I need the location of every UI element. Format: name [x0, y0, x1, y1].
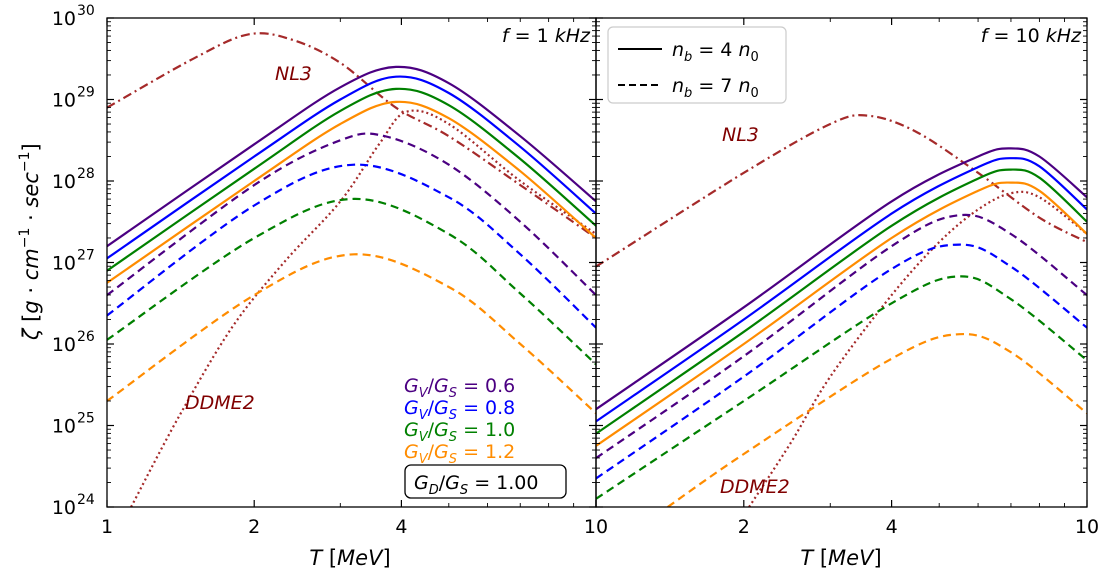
series-g-v-g-s-0-6-n-b-7-n-0-p1 — [596, 213, 1087, 460]
nl3-label-10khz: NL3 — [722, 124, 759, 146]
y-tick-label: 1026 — [52, 329, 95, 356]
legend-entry-dashed: nb = 7 n0 — [672, 75, 759, 101]
y-axis-label: ζ [g · cm−1 · sec−1] — [10, 143, 43, 341]
series-g-v-g-s-1-2-n-b-7-n-0-p1 — [667, 333, 1087, 507]
y-label-cm: cm — [19, 248, 43, 280]
series-g-v-g-s-1-0-n-b-4-n-0-p1 — [596, 168, 1087, 435]
gv-g1: G — [404, 375, 419, 397]
nl3-label-1khz: NL3 — [275, 63, 312, 85]
y-label-exp2: −1 — [17, 151, 33, 172]
gv-value: = 0.8 — [457, 397, 515, 419]
legend: nb = 4 n0 nb = 7 n0 — [607, 26, 787, 104]
panel-10khz-title-f: f — [981, 25, 991, 47]
panel-1khz-title-f: f — [502, 25, 512, 47]
panel-1khz-series — [107, 32, 596, 507]
series-g-v-g-s-1-2-n-b-7-n-0-p0 — [107, 253, 596, 415]
x-axis-label-right: T [MeV] — [800, 546, 881, 570]
ddme2-label-10khz: DDME2 — [720, 476, 790, 498]
series-g-v-g-s-1-0-n-b-7-n-0-p1 — [596, 275, 1087, 500]
panel-10khz-title-eq: = 10 — [994, 25, 1040, 47]
ddme2-label-1khz: DDME2 — [185, 392, 255, 414]
y-label-dot: · — [19, 287, 43, 294]
x-tick-label: 2 — [738, 516, 750, 538]
gv-label-1.0: GV/GS = 1.0 — [404, 419, 515, 445]
y-label-open: [ — [19, 314, 43, 322]
panel-1khz-title-unit: kHz — [555, 25, 591, 47]
panel-10khz: f = 10 kHz NL3 DDME2 nb = 4 n0 nb = 7 n0 — [595, 17, 1088, 508]
gv-value: = 1.2 — [457, 441, 515, 463]
x-axis-label-left: T [MeV] — [309, 546, 390, 570]
panel-10khz-series — [596, 114, 1087, 507]
series-ddme2-p1 — [748, 190, 1087, 507]
panel-1khz: f = 1 kHz NL3 DDME2 GV/GS = 0.6 GV/GS = … — [106, 17, 597, 508]
series-g-v-g-s-0-6-n-b-4-n-0-p1 — [596, 147, 1087, 411]
panel-10khz-title-unit: kHz — [1046, 25, 1082, 47]
x-tick-label: 4 — [886, 516, 898, 538]
y-tick-label: 1028 — [52, 166, 95, 193]
y-tick-label: 1024 — [52, 492, 95, 519]
series-nl3-p1 — [596, 114, 1087, 268]
y-label-g: g — [19, 300, 43, 313]
y-tick-label: 1029 — [52, 85, 95, 112]
gv-sub-s: S — [449, 386, 457, 401]
gv-labels: GV/GS = 0.6 GV/GS = 0.8 GV/GS = 1.0 GV/G… — [404, 375, 515, 467]
gd-gs-box: GD/GS = 1.00 — [404, 464, 567, 499]
gd-gs-value: 1.00 — [496, 472, 538, 494]
gd-gs-label: GD/GS = 1.00 — [414, 472, 538, 498]
panel-1khz-frame — [106, 17, 597, 508]
y-tick-label: 1025 — [52, 411, 95, 438]
gv-value: = 0.6 — [457, 375, 515, 397]
y-tick-labels: 1024 1025 1026 1027 1028 1029 1030 — [52, 3, 95, 519]
series-g-v-g-s-0-8-n-b-4-n-0-p1 — [596, 157, 1087, 423]
series-g-v-g-s-0-6-n-b-7-n-0-p0 — [107, 132, 596, 296]
gv-label-0.6: GV/GS = 0.6 — [404, 375, 515, 401]
x-tick-label: 10 — [584, 516, 608, 538]
x-tick-label: 10 — [1075, 516, 1099, 538]
series-g-v-g-s-0-8-n-b-7-n-0-p0 — [107, 163, 596, 329]
x-tick-label: 2 — [248, 516, 260, 538]
x-tick-label: 4 — [395, 516, 407, 538]
y-label-close: ] — [19, 143, 43, 151]
y-tick-label: 1030 — [52, 3, 95, 30]
series-g-v-g-s-1-2-n-b-4-n-0-p0 — [107, 100, 596, 284]
series-g-v-g-s-1-0-n-b-7-n-0-p0 — [107, 197, 596, 366]
y-label-sec: sec — [19, 172, 43, 208]
x-tick-labels: 1 2 4 10 2 4 10 — [101, 516, 1099, 538]
panel-10khz-title: f = 10 kHz — [981, 25, 1082, 47]
panel-10khz-frame — [595, 17, 1088, 508]
y-tick-label: 1027 — [52, 248, 95, 275]
legend-entry-solid: nb = 4 n0 — [672, 39, 759, 65]
series-g-v-g-s-1-0-n-b-4-n-0-p0 — [107, 87, 596, 272]
x-tick-label: 1 — [101, 516, 113, 538]
y-label-exp1: −1 — [17, 228, 33, 249]
gv-label-1.2: GV/GS = 1.2 — [404, 441, 515, 467]
series-nl3-p0 — [107, 32, 596, 239]
series-g-v-g-s-1-2-n-b-4-n-0-p1 — [596, 181, 1087, 447]
gd-gs-frame — [404, 464, 567, 499]
gv-value: = 1.0 — [457, 419, 515, 441]
series-g-v-g-s-0-6-n-b-4-n-0-p0 — [107, 65, 596, 248]
gv-sub-v: V — [419, 386, 429, 401]
panel-1khz-ticks — [106, 17, 597, 508]
series-g-v-g-s-0-8-n-b-4-n-0-p0 — [107, 75, 596, 260]
y-label-zeta: ζ — [19, 327, 43, 341]
series-ddme2-p0 — [130, 109, 596, 507]
panel-1khz-title: f = 1 kHz — [502, 25, 591, 47]
panel-1khz-title-eq: = 1 — [515, 25, 549, 47]
gv-label-0.8: GV/GS = 0.8 — [404, 397, 515, 423]
y-label-dot2: · — [19, 214, 43, 221]
series-g-v-g-s-0-8-n-b-7-n-0-p1 — [596, 243, 1087, 480]
